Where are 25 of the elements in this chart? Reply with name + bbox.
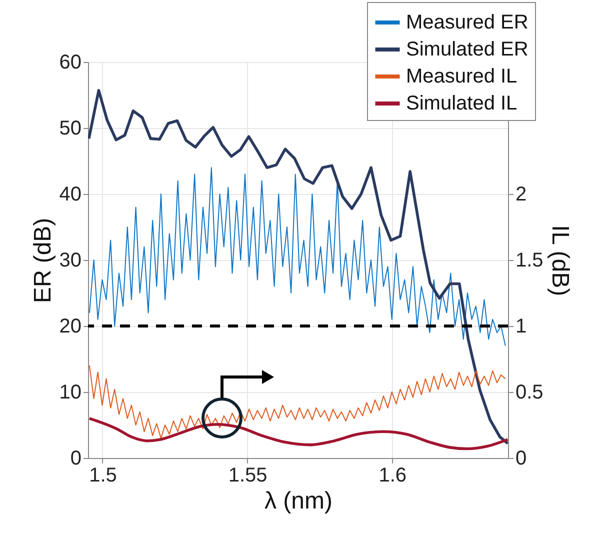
y2-axis-title: IL (dB) [546, 224, 574, 296]
legend-label: Simulated ER [406, 38, 528, 60]
y2-tick-label: 2 [516, 184, 527, 206]
y2-tick-label: 1 [516, 316, 527, 338]
y2-tick-label: 1.5 [516, 250, 544, 272]
legend-label: Measured IL [406, 66, 518, 88]
y2-tick-label: 0.5 [516, 382, 544, 404]
line-series [88, 417, 508, 450]
legend-label: Measured ER [406, 12, 528, 34]
y-axis-title: ER (dB) [29, 218, 56, 304]
x-tick-label: 1.6 [378, 464, 407, 486]
x-axis-title: λ (nm) [264, 488, 332, 514]
y-tick-label: 50 [59, 118, 82, 140]
y2-tick-label: 0 [516, 448, 527, 470]
x-tick-label: 1.5 [89, 464, 117, 486]
y-tick-label: 60 [59, 52, 82, 74]
x-tick-label: 1.55 [228, 464, 268, 486]
line-series [88, 167, 506, 346]
legend-label: Simulated IL [406, 92, 518, 114]
line-series [88, 365, 506, 439]
y-tick-label: 20 [59, 316, 82, 338]
y-tick-label: 30 [59, 250, 82, 272]
y-tick-label: 0 [70, 448, 82, 470]
y-tick-label: 40 [59, 184, 82, 206]
y-tick-label: 10 [59, 382, 82, 404]
